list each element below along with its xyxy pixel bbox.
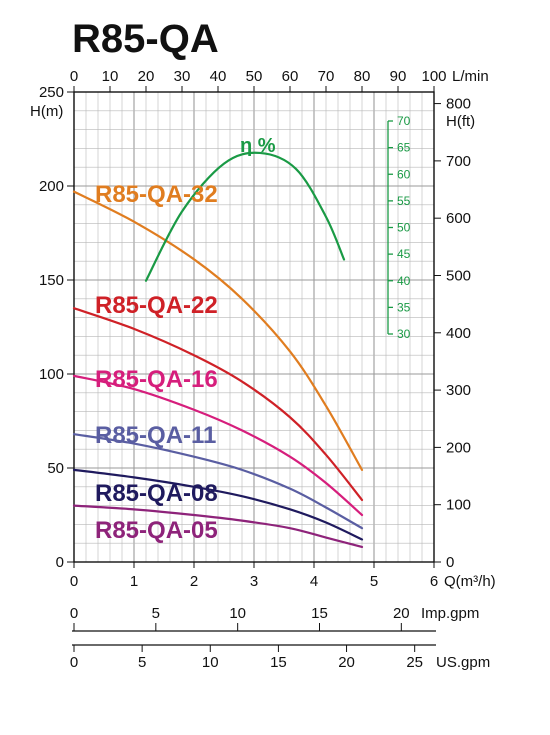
y-tick-label: 50 [47, 460, 64, 477]
x-axis-label: Q(m³/h) [444, 573, 496, 590]
top-axis-label: L/min [452, 68, 489, 85]
curve-r85-qa-05 [72, 504, 364, 549]
top-tick-label: 0 [70, 68, 78, 85]
series-label-r85-qa-11: R85-QA-11 [95, 422, 216, 449]
x-tick-label: 6 [430, 573, 438, 590]
right-tick-label: 0 [446, 554, 454, 571]
series-label-r85-qa-32: R85-QA-32 [95, 181, 218, 208]
right-tick-label: 100 [446, 497, 471, 514]
y-tick-label: 250 [39, 84, 64, 101]
eff-axis-label: η % [240, 135, 276, 157]
right-tick-label: 400 [446, 325, 471, 342]
top-tick-label: 40 [210, 68, 227, 85]
top-tick-label: 20 [138, 68, 155, 85]
us-tick-label: 20 [338, 654, 355, 671]
curve-r85-qa-16 [72, 374, 364, 517]
x-tick-label: 4 [310, 573, 318, 590]
curve-r85-qa-22 [72, 307, 364, 502]
top-tick-label: 70 [318, 68, 335, 85]
eff-tick-label: 70 [397, 114, 411, 128]
right-tick-label: 200 [446, 439, 471, 456]
imp-tick-label: 10 [229, 605, 246, 622]
x-tick-label: 5 [370, 573, 378, 590]
right-tick-label: 600 [446, 210, 471, 227]
us-axis-label: US.gpm [436, 654, 490, 671]
imp-tick-label: 15 [311, 605, 328, 622]
x-tick-label: 0 [70, 573, 78, 590]
eff-tick-label: 35 [397, 300, 411, 314]
right-tick-label: 700 [446, 153, 471, 170]
imp-tick-label: 5 [152, 605, 160, 622]
x-tick-label: 2 [190, 573, 198, 590]
series-label-r85-qa-05: R85-QA-05 [95, 517, 218, 544]
us-tick-label: 15 [270, 654, 287, 671]
us-tick-label: 10 [202, 654, 219, 671]
imp-tick-label: 20 [393, 605, 410, 622]
curve-r85-qa-08 [72, 468, 364, 541]
curve-r85-qa-11 [72, 433, 364, 530]
series-label-r85-qa-16: R85-QA-16 [95, 366, 218, 393]
right-axis-label: H(ft) [446, 113, 475, 130]
eff-tick-label: 30 [397, 327, 411, 341]
chart-grid [67, 86, 441, 652]
curve-efficiency [144, 151, 346, 282]
y-axis-label: H(m) [30, 103, 63, 120]
imp-axis-label: Imp.gpm [421, 605, 479, 622]
imp-tick-label: 0 [70, 605, 78, 622]
y-tick-label: 100 [39, 366, 64, 383]
eff-tick-label: 60 [397, 167, 411, 181]
top-tick-label: 50 [246, 68, 263, 85]
x-tick-label: 3 [250, 573, 258, 590]
us-tick-label: 0 [70, 654, 78, 671]
us-tick-label: 25 [406, 654, 423, 671]
top-tick-label: 80 [354, 68, 371, 85]
top-tick-label: 100 [421, 68, 446, 85]
right-tick-label: 300 [446, 382, 471, 399]
y-tick-label: 0 [56, 554, 64, 571]
chart-title: R85-QA [72, 17, 219, 61]
series-label-r85-qa-08: R85-QA-08 [95, 480, 218, 507]
eff-tick-label: 65 [397, 141, 411, 155]
eff-tick-label: 40 [397, 274, 411, 288]
series-label-r85-qa-22: R85-QA-22 [95, 292, 218, 319]
right-tick-label: 800 [446, 96, 471, 113]
eff-tick-label: 45 [397, 247, 411, 261]
top-tick-label: 10 [102, 68, 119, 85]
us-tick-label: 5 [138, 654, 146, 671]
top-tick-label: 60 [282, 68, 299, 85]
top-tick-label: 30 [174, 68, 191, 85]
x-tick-label: 1 [130, 573, 138, 590]
y-tick-label: 200 [39, 178, 64, 195]
eff-tick-label: 55 [397, 194, 411, 208]
top-tick-label: 90 [390, 68, 407, 85]
curve-r85-qa-32 [72, 190, 364, 471]
y-tick-label: 150 [39, 272, 64, 289]
right-tick-label: 500 [446, 267, 471, 284]
eff-tick-label: 50 [397, 221, 411, 235]
chart-curves [72, 151, 364, 549]
